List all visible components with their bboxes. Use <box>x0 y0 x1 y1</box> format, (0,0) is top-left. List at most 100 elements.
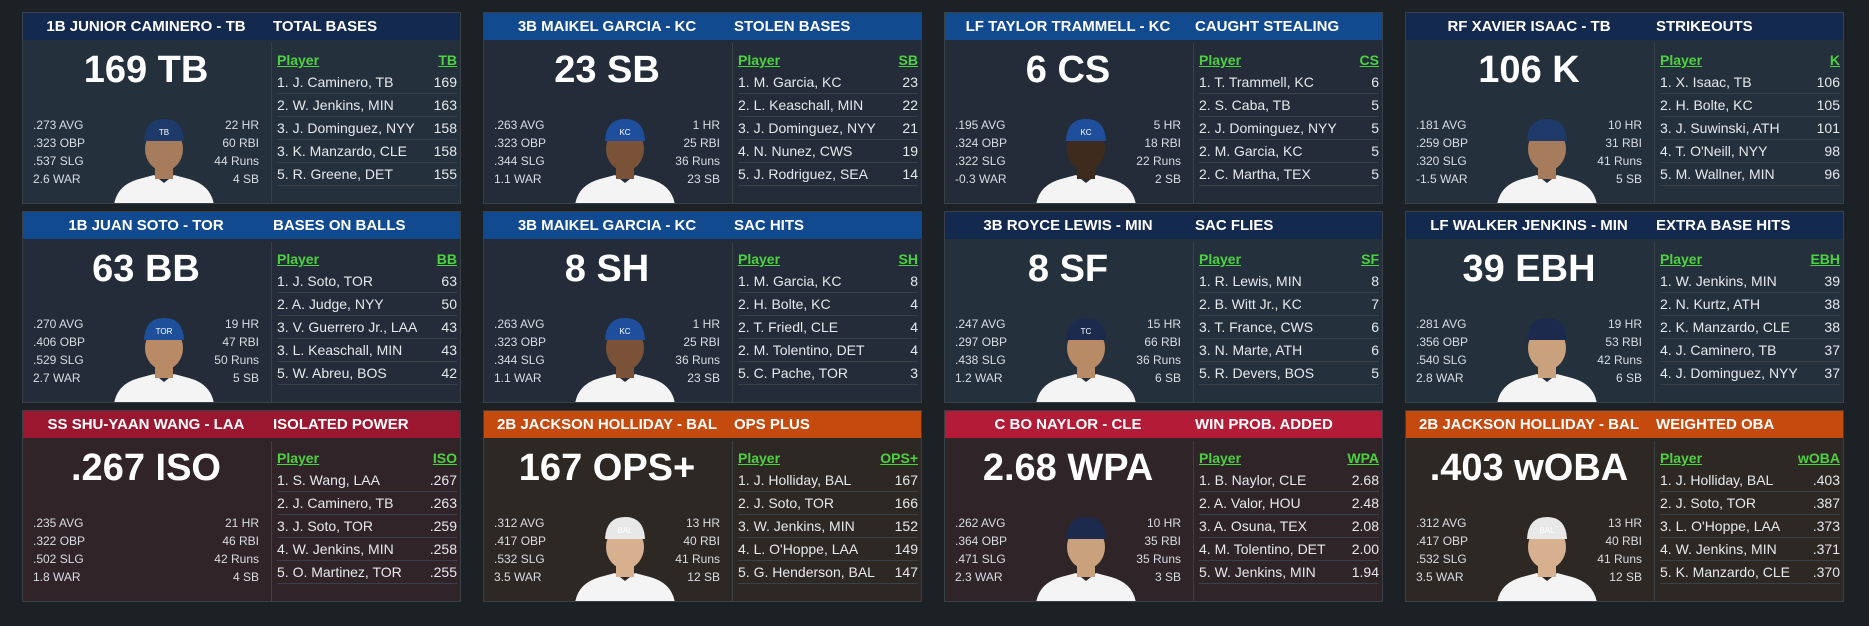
leaderboard-row[interactable]: 3. J. Suwinski, ATH 101 <box>1660 117 1840 140</box>
leaderboard-row[interactable]: 1. W. Jenkins, MIN 39 <box>1660 270 1840 293</box>
player-card[interactable]: 1B JUNIOR CAMINERO - TB TOTAL BASES 169 TB… <box>22 12 461 204</box>
leaderboard-row[interactable]: 1. J. Soto, TOR 63 <box>277 270 457 293</box>
leaderboard-row[interactable]: 2. J. Soto, TOR .387 <box>1660 492 1840 515</box>
leaderboard-row[interactable]: 3. J. Soto, TOR .259 <box>277 515 457 538</box>
leaderboard-row[interactable]: 5. R. Devers, BOS 5 <box>1199 362 1379 385</box>
col-player-header[interactable]: Player <box>1199 52 1242 68</box>
leaderboard-row[interactable]: 3. L. O'Hoppe, LAA .373 <box>1660 515 1840 538</box>
col-stat-header[interactable]: BB <box>436 251 457 267</box>
leaderboard-row[interactable]: 2. K. Manzardo, CLE 38 <box>1660 316 1840 339</box>
player-name[interactable]: LF WALKER JENKINS - MIN <box>1430 217 1628 234</box>
player-card[interactable]: 2B JACKSON HOLLIDAY - BAL OPS PLUS 167 OPS… <box>483 410 922 602</box>
leaderboard-row[interactable]: 3. V. Guerrero Jr., LAA 43 <box>277 316 457 339</box>
leaderboard-row[interactable]: 1. J. Holliday, BAL 167 <box>738 469 918 492</box>
player-name[interactable]: C BO NAYLOR - CLE <box>994 416 1142 433</box>
col-stat-header[interactable]: CS <box>1359 52 1379 68</box>
leaderboard-row[interactable]: 1. M. Garcia, KC 23 <box>738 71 918 94</box>
player-name[interactable]: 3B MAIKEL GARCIA - KC <box>517 217 697 234</box>
leaderboard-row[interactable]: 3. T. France, CWS 6 <box>1199 316 1379 339</box>
player-card[interactable]: 3B ROYCE LEWIS - MIN SAC FLIES 8 SF .247 AV… <box>944 211 1383 403</box>
leaderboard-row[interactable]: 4. T. O'Neill, NYY 98 <box>1660 140 1840 163</box>
leaderboard-row[interactable]: 2. M. Garcia, KC 5 <box>1199 140 1379 163</box>
leaderboard-row[interactable]: 4. W. Jenkins, MIN .258 <box>277 538 457 561</box>
col-stat-header[interactable]: TB <box>438 52 457 68</box>
col-player-header[interactable]: Player <box>1199 251 1242 267</box>
leaderboard-row[interactable]: 2. T. Friedl, CLE 4 <box>738 316 918 339</box>
leaderboard-row[interactable]: 4. J. Dominguez, NYY 37 <box>1660 362 1840 385</box>
leaderboard-row[interactable]: 4. N. Nunez, CWS 19 <box>738 140 918 163</box>
leaderboard-row[interactable]: 5. K. Manzardo, CLE .370 <box>1660 561 1840 584</box>
leaderboard-row[interactable]: 2. A. Valor, HOU 2.48 <box>1199 492 1379 515</box>
leaderboard-row[interactable]: 3. J. Dominguez, NYY 158 <box>277 117 457 140</box>
leaderboard-row[interactable]: 1. X. Isaac, TB 106 <box>1660 71 1840 94</box>
col-player-header[interactable]: Player <box>277 251 320 267</box>
col-stat-header[interactable]: WPA <box>1347 450 1379 466</box>
leaderboard-row[interactable]: 1. J. Holliday, BAL .403 <box>1660 469 1840 492</box>
player-card[interactable]: 1B JUAN SOTO - TOR BASES ON BALLS 63 BB .27… <box>22 211 461 403</box>
col-player-header[interactable]: Player <box>1199 450 1242 466</box>
col-stat-header[interactable]: EBH <box>1810 251 1840 267</box>
leaderboard-row[interactable]: 3. W. Jenkins, MIN 152 <box>738 515 918 538</box>
player-name[interactable]: 1B JUNIOR CAMINERO - TB <box>46 18 246 35</box>
leaderboard-row[interactable]: 5. W. Abreu, BOS 42 <box>277 362 457 385</box>
leaderboard-row[interactable]: 5. M. Wallner, MIN 96 <box>1660 163 1840 186</box>
col-stat-header[interactable]: ISO <box>432 450 457 466</box>
col-player-header[interactable]: Player <box>1660 450 1703 466</box>
player-name[interactable]: 2B JACKSON HOLLIDAY - BAL <box>496 416 718 433</box>
leaderboard-row[interactable]: 3. L. Keaschall, MIN 43 <box>277 339 457 362</box>
player-name[interactable]: RF XAVIER ISAAC - TB <box>1447 18 1611 35</box>
player-name[interactable]: 3B ROYCE LEWIS - MIN <box>983 217 1153 234</box>
player-card[interactable]: 2B JACKSON HOLLIDAY - BAL WEIGHTED OBA .40… <box>1405 410 1844 602</box>
leaderboard-row[interactable]: 2. J. Soto, TOR 166 <box>738 492 918 515</box>
col-player-header[interactable]: Player <box>1660 251 1703 267</box>
leaderboard-row[interactable]: 2. W. Jenkins, MIN 163 <box>277 94 457 117</box>
leaderboard-row[interactable]: 2. N. Kurtz, ATH 38 <box>1660 293 1840 316</box>
leaderboard-row[interactable]: 5. G. Henderson, BAL 147 <box>738 561 918 584</box>
leaderboard-row[interactable]: 5. J. Rodriguez, SEA 14 <box>738 163 918 186</box>
col-player-header[interactable]: Player <box>738 52 781 68</box>
leaderboard-row[interactable]: 2. L. Keaschall, MIN 22 <box>738 94 918 117</box>
leaderboard-row[interactable]: 1. S. Wang, LAA .267 <box>277 469 457 492</box>
leaderboard-row[interactable]: 3. K. Manzardo, CLE 158 <box>277 140 457 163</box>
leaderboard-row[interactable]: 1. J. Caminero, TB 169 <box>277 71 457 94</box>
leaderboard-row[interactable]: 2. J. Caminero, TB .263 <box>277 492 457 515</box>
player-name[interactable]: 1B JUAN SOTO - TOR <box>68 217 224 234</box>
player-card[interactable]: RF XAVIER ISAAC - TB STRIKEOUTS 106 K .181 … <box>1405 12 1844 204</box>
leaderboard-row[interactable]: 4. M. Tolentino, DET 2.00 <box>1199 538 1379 561</box>
leaderboard-row[interactable]: 2. H. Bolte, KC 105 <box>1660 94 1840 117</box>
col-stat-header[interactable]: SF <box>1361 251 1379 267</box>
col-player-header[interactable]: Player <box>277 52 320 68</box>
col-stat-header[interactable]: SB <box>898 52 918 68</box>
col-player-header[interactable]: Player <box>738 251 781 267</box>
leaderboard-row[interactable]: 2. S. Caba, TB 5 <box>1199 94 1379 117</box>
leaderboard-row[interactable]: 3. J. Dominguez, NYY 21 <box>738 117 918 140</box>
player-card[interactable]: 3B MAIKEL GARCIA - KC SAC HITS 8 SH .263 AV… <box>483 211 922 403</box>
player-name[interactable]: SS SHU-YAAN WANG - LAA <box>47 416 245 433</box>
player-card[interactable]: SS SHU-YAAN WANG - LAA ISOLATED POWER .267… <box>22 410 461 602</box>
col-stat-header[interactable]: SH <box>898 251 918 267</box>
leaderboard-row[interactable]: 2. A. Judge, NYY 50 <box>277 293 457 316</box>
player-card[interactable]: LF TAYLOR TRAMMELL - KC CAUGHT STEALING 6 … <box>944 12 1383 204</box>
leaderboard-row[interactable]: 3. N. Marte, ATH 6 <box>1199 339 1379 362</box>
leaderboard-row[interactable]: 2. J. Dominguez, NYY 5 <box>1199 117 1379 140</box>
player-card[interactable]: 3B MAIKEL GARCIA - KC STOLEN BASES 23 SB .2… <box>483 12 922 204</box>
leaderboard-row[interactable]: 2. B. Witt Jr., KC 7 <box>1199 293 1379 316</box>
leaderboard-row[interactable]: 2. H. Bolte, KC 4 <box>738 293 918 316</box>
leaderboard-row[interactable]: 5. C. Pache, TOR 3 <box>738 362 918 385</box>
col-stat-header[interactable]: wOBA <box>1798 450 1840 466</box>
leaderboard-row[interactable]: 5. R. Greene, DET 155 <box>277 163 457 186</box>
leaderboard-row[interactable]: 5. W. Jenkins, MIN 1.94 <box>1199 561 1379 584</box>
leaderboard-row[interactable]: 2. C. Martha, TEX 5 <box>1199 163 1379 186</box>
leaderboard-row[interactable]: 4. W. Jenkins, MIN .371 <box>1660 538 1840 561</box>
leaderboard-row[interactable]: 1. T. Trammell, KC 6 <box>1199 71 1379 94</box>
col-stat-header[interactable]: K <box>1829 52 1840 68</box>
leaderboard-row[interactable]: 4. J. Caminero, TB 37 <box>1660 339 1840 362</box>
col-stat-header[interactable]: OPS+ <box>880 450 918 466</box>
leaderboard-row[interactable]: 3. A. Osuna, TEX 2.08 <box>1199 515 1379 538</box>
leaderboard-row[interactable]: 1. B. Naylor, CLE 2.68 <box>1199 469 1379 492</box>
player-name[interactable]: 3B MAIKEL GARCIA - KC <box>517 18 697 35</box>
leaderboard-row[interactable]: 1. M. Garcia, KC 8 <box>738 270 918 293</box>
player-name[interactable]: 2B JACKSON HOLLIDAY - BAL <box>1418 416 1640 433</box>
leaderboard-row[interactable]: 2. M. Tolentino, DET 4 <box>738 339 918 362</box>
player-card[interactable]: C BO NAYLOR - CLE WIN PROB. ADDED 2.68 WPA… <box>944 410 1383 602</box>
